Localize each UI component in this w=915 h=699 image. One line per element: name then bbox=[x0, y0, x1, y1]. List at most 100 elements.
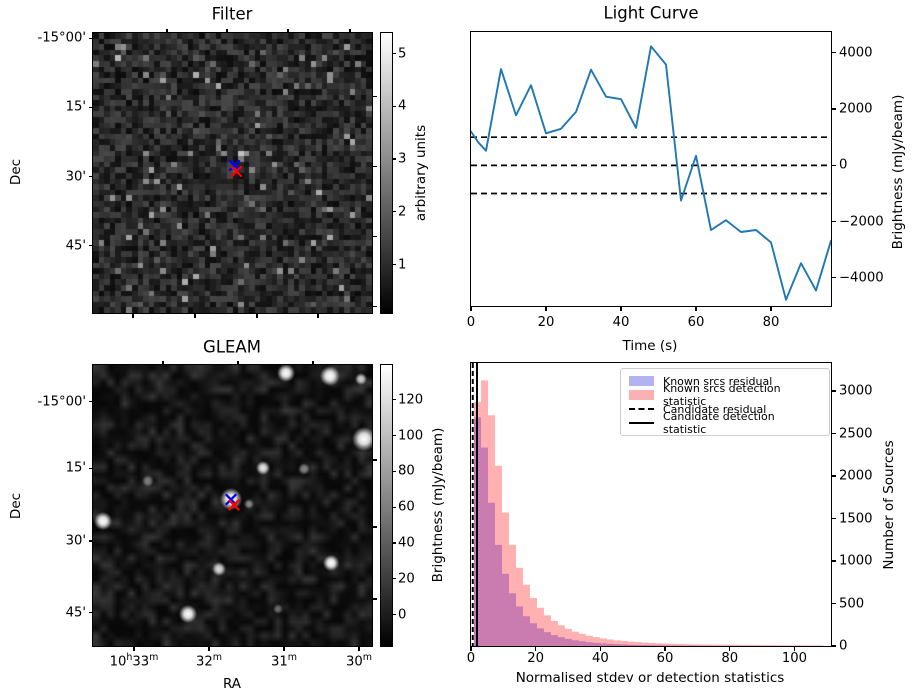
tick-mark bbox=[392, 158, 396, 160]
filter-dec-tick-label: -15°00' bbox=[37, 30, 86, 46]
tick-mark bbox=[535, 647, 537, 651]
tick-mark bbox=[392, 53, 396, 55]
hist-bar-detection bbox=[543, 615, 551, 646]
hist-bar-detection bbox=[774, 645, 782, 646]
filter-title: Filter bbox=[211, 4, 253, 24]
tick-mark bbox=[620, 307, 622, 311]
hist-bar-residual bbox=[481, 447, 489, 646]
hist-bar-detection bbox=[564, 628, 572, 646]
tick-mark bbox=[358, 647, 360, 651]
gleam-dec-tick-label: 30' bbox=[65, 533, 86, 549]
gleam-title: GLEAM bbox=[203, 337, 261, 357]
filter-colorbar-tick-label: 3 bbox=[398, 151, 407, 167]
histogram-x-tick-label: 80 bbox=[721, 651, 739, 666]
hist-bar-detection bbox=[788, 645, 796, 646]
tick-mark bbox=[226, 28, 228, 32]
legend-swatch-known-srcs-residual bbox=[629, 376, 654, 386]
gleam-colorbar-tick-label: 20 bbox=[398, 571, 415, 587]
hist-bar-detection bbox=[502, 512, 510, 646]
light-curve-x-tick-label: 40 bbox=[612, 315, 630, 330]
tick-mark bbox=[392, 470, 396, 472]
hist-bar-detection bbox=[522, 584, 530, 646]
hist-bar-residual bbox=[543, 632, 551, 646]
fitted-position-marker bbox=[230, 165, 243, 178]
hist-bar-detection bbox=[669, 643, 677, 646]
hist-bar-residual bbox=[613, 644, 621, 646]
hist-bar-detection bbox=[767, 645, 775, 646]
hist-bar-detection bbox=[648, 642, 656, 646]
hist-bar-detection bbox=[550, 620, 558, 646]
gleam-colorbar bbox=[380, 364, 393, 647]
gleam-ra-tick-label: 32m bbox=[195, 652, 223, 670]
hist-bar-detection bbox=[697, 644, 705, 646]
gleam-ra-tick-label: 30m bbox=[345, 652, 373, 670]
hist-bar-detection bbox=[557, 625, 565, 646]
hist-bar-detection bbox=[592, 637, 600, 646]
hist-bar-detection bbox=[795, 645, 803, 646]
histogram-x-tick-label: 20 bbox=[527, 651, 545, 666]
tick-mark bbox=[88, 37, 92, 39]
tick-mark bbox=[373, 459, 377, 461]
filter-dec-tick-label: 45' bbox=[65, 238, 86, 254]
hist-bar-detection bbox=[809, 645, 817, 646]
hist-bar-detection bbox=[571, 631, 579, 646]
tick-mark bbox=[695, 307, 697, 311]
tick-mark bbox=[470, 307, 472, 311]
gleam-y-axis-label: Dec bbox=[8, 492, 24, 520]
gleam-ra-tick-label: 31m bbox=[270, 652, 298, 670]
histogram-plot bbox=[471, 363, 824, 646]
hist-bar-residual bbox=[522, 616, 530, 646]
hist-bar-residual bbox=[634, 644, 642, 646]
tick-mark bbox=[162, 360, 164, 364]
hist-bar-detection bbox=[620, 640, 628, 646]
filter-image-panel bbox=[92, 32, 373, 314]
hist-bar-residual bbox=[488, 502, 496, 646]
histogram-x-tick-label: 0 bbox=[466, 651, 476, 666]
tick-mark bbox=[599, 647, 601, 651]
legend-label-candidate-residual: Candidate residual bbox=[663, 402, 767, 416]
light-curve-title: Light Curve bbox=[603, 3, 699, 23]
tick-mark bbox=[832, 108, 836, 110]
hist-bar-residual bbox=[606, 643, 614, 646]
tick-mark bbox=[373, 236, 377, 238]
tick-mark bbox=[166, 28, 168, 32]
light-curve-x-tick-label: 20 bbox=[537, 315, 555, 330]
light-curve-y-tick-label: 0 bbox=[839, 157, 848, 173]
tick-mark bbox=[312, 360, 314, 364]
hist-bar-residual bbox=[585, 642, 593, 646]
histogram-y-tick-label: 3000 bbox=[839, 383, 873, 399]
legend-label-known-srcs-detection: Known srcs detection statistic bbox=[663, 382, 781, 408]
tick-mark bbox=[832, 390, 836, 392]
tick-mark bbox=[132, 314, 134, 318]
gleam-dec-tick-label: 45' bbox=[65, 605, 86, 621]
hist-bar-detection bbox=[662, 643, 670, 646]
hist-bar-detection bbox=[725, 644, 733, 646]
hist-bar-detection bbox=[488, 415, 496, 646]
hist-bar-residual bbox=[502, 573, 510, 646]
light-curve-y-axis-label: Brightness (mJy/beam) bbox=[890, 94, 906, 250]
tick-mark bbox=[832, 602, 836, 605]
hist-bar-residual bbox=[662, 645, 670, 646]
tick-mark bbox=[256, 314, 258, 318]
hist-bar-residual bbox=[627, 644, 635, 646]
tick-mark bbox=[832, 560, 836, 562]
hist-bar-detection bbox=[760, 645, 768, 646]
tick-mark bbox=[283, 647, 285, 651]
gleam-colorbar-tick-label: 100 bbox=[398, 428, 424, 444]
tick-mark bbox=[373, 96, 377, 98]
tick-mark bbox=[545, 307, 547, 311]
hist-bar-detection bbox=[536, 607, 544, 646]
histogram-y-tick-label: 2000 bbox=[839, 468, 873, 484]
tick-mark bbox=[392, 263, 396, 266]
tick-mark bbox=[832, 475, 836, 477]
hist-bar-detection bbox=[481, 380, 489, 646]
light-curve-x-axis-label: Time (s) bbox=[622, 338, 678, 354]
light-curve-x-tick-label: 80 bbox=[762, 315, 780, 330]
legend-swatch-candidate-residual bbox=[629, 408, 654, 410]
gleam-source-markers bbox=[225, 493, 240, 511]
light-curve-y-tick-label: 4000 bbox=[839, 45, 873, 61]
hist-bar-residual bbox=[564, 638, 572, 646]
filter-noise-image bbox=[93, 33, 372, 313]
tick-mark bbox=[832, 52, 836, 54]
hist-bar-residual bbox=[648, 645, 656, 646]
